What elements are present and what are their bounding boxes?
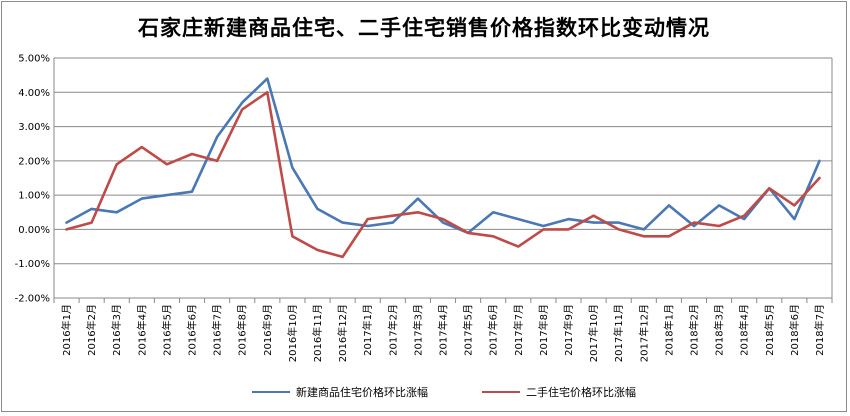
chart-title: 石家庄新建商品住宅、二手住宅销售价格指数环比变动情况 [138, 16, 710, 40]
y-tick-label: 5.00% [18, 54, 50, 65]
x-tick-label: 2016年2月 [85, 304, 98, 356]
y-tick-label: -2.00% [15, 294, 50, 305]
x-tick-label: 2017年1月 [361, 304, 374, 356]
x-tick-label: 2016年12月 [336, 304, 349, 362]
legend-item-new-homes: 新建商品住宅价格环比涨幅 [252, 384, 428, 400]
x-tick-label: 2018年6月 [788, 304, 801, 356]
x-tick-label: 2017年9月 [562, 304, 575, 356]
chart-legend: 新建商品住宅价格环比涨幅 二手住宅价格环比涨幅 [2, 384, 846, 404]
x-tick-label: 2016年8月 [236, 304, 249, 356]
legend-swatch-second-hand-homes [482, 391, 520, 393]
x-tick-label: 2016年1月 [60, 304, 73, 356]
x-tick-label: 2016年9月 [261, 304, 274, 356]
x-tick-label: 2017年8月 [537, 304, 550, 356]
legend-swatch-new-homes [252, 391, 290, 393]
x-tick-label: 2016年4月 [135, 304, 148, 356]
y-tick-label: 4.00% [18, 88, 50, 99]
y-tick-label: 2.00% [18, 156, 50, 167]
x-tick-label: 2018年4月 [738, 304, 751, 356]
legend-label-second-hand-homes: 二手住宅价格环比涨幅 [526, 386, 636, 399]
x-tick-label: 2017年11月 [612, 304, 625, 362]
x-tick-label: 2016年7月 [211, 304, 224, 356]
y-tick-label: -1.00% [15, 259, 50, 270]
x-tick-label: 2017年6月 [487, 304, 500, 356]
x-tick-label: 2018年3月 [713, 304, 726, 356]
series-line-new-homes [65, 77, 821, 235]
x-tick-label: 2017年12月 [637, 304, 650, 362]
x-tick-label: 2016年5月 [160, 304, 173, 356]
legend-item-second-hand-homes: 二手住宅价格环比涨幅 [482, 384, 636, 400]
x-tick-label: 2017年5月 [462, 304, 475, 356]
x-tick-label: 2018年7月 [813, 304, 826, 356]
x-tick-label: 2018年1月 [662, 304, 675, 356]
series-line-second-hand-homes [65, 91, 821, 259]
y-tick-label: 1.00% [18, 191, 50, 202]
x-tick-label: 2016年3月 [110, 304, 123, 356]
x-tick-label: 2017年7月 [512, 304, 525, 356]
y-tick-label: 0.00% [18, 225, 50, 236]
y-tick-label: 3.00% [18, 122, 50, 133]
x-tick-label: 2017年4月 [437, 304, 450, 356]
x-tick-label: 2017年2月 [386, 304, 399, 356]
x-tick-label: 2016年10月 [286, 304, 299, 362]
legend-label-new-homes: 新建商品住宅价格环比涨幅 [296, 386, 428, 399]
x-tick-label: 2016年6月 [186, 304, 199, 356]
x-tick-label: 2016年11月 [311, 304, 324, 362]
x-tick-label: 2018年2月 [687, 304, 700, 356]
x-tick-label: 2017年10月 [587, 304, 600, 362]
x-tick-label: 2018年5月 [763, 304, 776, 356]
x-tick-label: 2017年3月 [411, 304, 424, 356]
